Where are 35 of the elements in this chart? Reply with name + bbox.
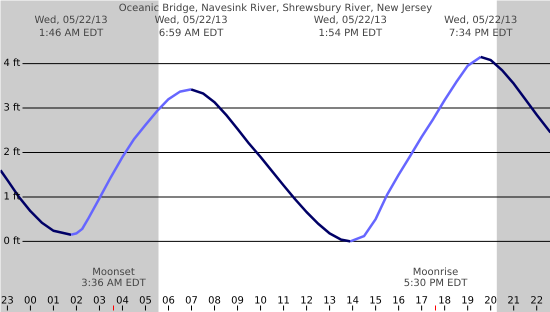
x-tick-label: 13 — [323, 296, 336, 306]
x-tick-label: 19 — [461, 296, 474, 306]
annotation: Moonrise 5:30 PM EDT — [404, 267, 468, 289]
y-tick-label: 0 ft — [4, 236, 20, 247]
x-tick-label: 11 — [277, 296, 290, 306]
x-tick-label: 16 — [392, 296, 405, 306]
x-tick-label: 15 — [369, 296, 382, 306]
annotation: Moonset 3:36 AM EDT — [81, 267, 147, 289]
x-tick-label: 20 — [484, 296, 498, 306]
x-tick-label: 01 — [47, 296, 60, 306]
x-tick-label: 12 — [300, 296, 313, 306]
x-tick-label: 08 — [208, 296, 221, 306]
y-tick-label: 3 ft — [4, 102, 20, 114]
x-tick-label: 09 — [231, 296, 244, 306]
x-tick-label: 02 — [70, 296, 83, 306]
y-tick-label: 2 ft — [4, 147, 20, 158]
x-tick-label: 07 — [185, 296, 198, 306]
x-tick-label: 18 — [438, 296, 452, 306]
annotation: Wed, 05/22/13 7:34 PM EDT — [444, 15, 518, 39]
x-tick-label: 17 — [415, 296, 428, 306]
x-tick-label: 05 — [139, 296, 152, 306]
x-tick-label: 21 — [507, 296, 520, 306]
x-tick-label: 04 — [116, 296, 129, 306]
x-tick-label: 22 — [530, 296, 544, 306]
x-tick-label: 23 — [1, 296, 14, 306]
annotation: Wed, 05/22/13 6:59 AM EDT — [154, 15, 228, 39]
y-tick-label: 4 ft — [4, 58, 20, 70]
x-tick-label: 14 — [346, 296, 359, 306]
chart-title: Oceanic Bridge, Navesink River, Shrewsbury River, New Jersey — [118, 3, 432, 14]
x-tick-label: 06 — [162, 296, 175, 306]
x-tick-label: 10 — [254, 296, 267, 306]
annotation: Wed, 05/22/13 1:46 AM EDT — [34, 15, 108, 39]
x-tick-label: 00 — [24, 296, 37, 306]
annotation: Wed, 05/22/13 1:54 PM EDT — [314, 15, 387, 39]
x-tick-label: 03 — [93, 296, 106, 306]
